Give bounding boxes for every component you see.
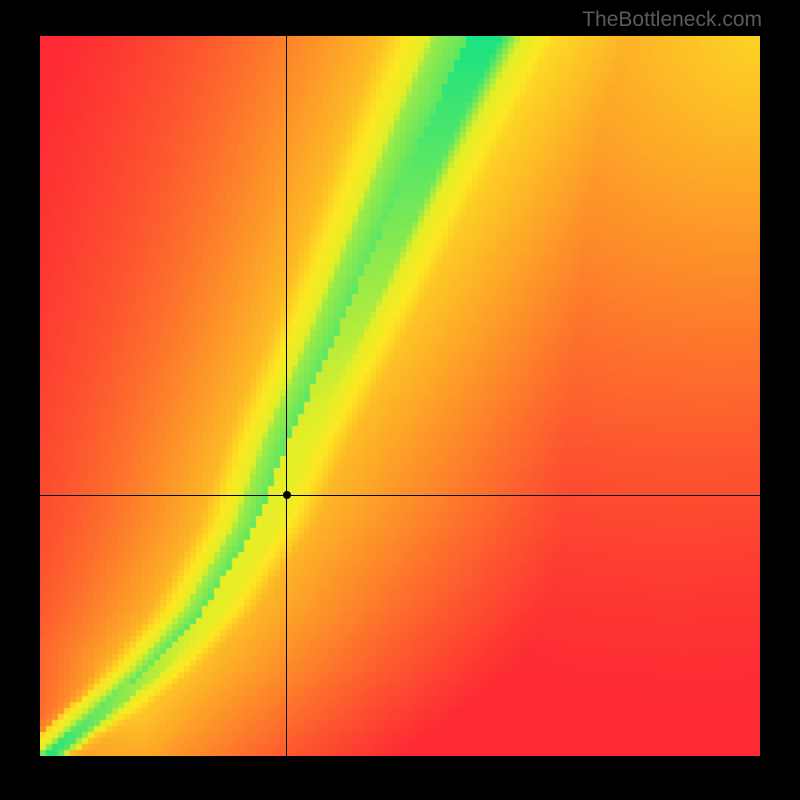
crosshair-vertical xyxy=(286,36,287,756)
crosshair-horizontal xyxy=(40,495,760,496)
bottleneck-heatmap xyxy=(40,36,760,756)
watermark: TheBottleneck.com xyxy=(582,8,762,32)
